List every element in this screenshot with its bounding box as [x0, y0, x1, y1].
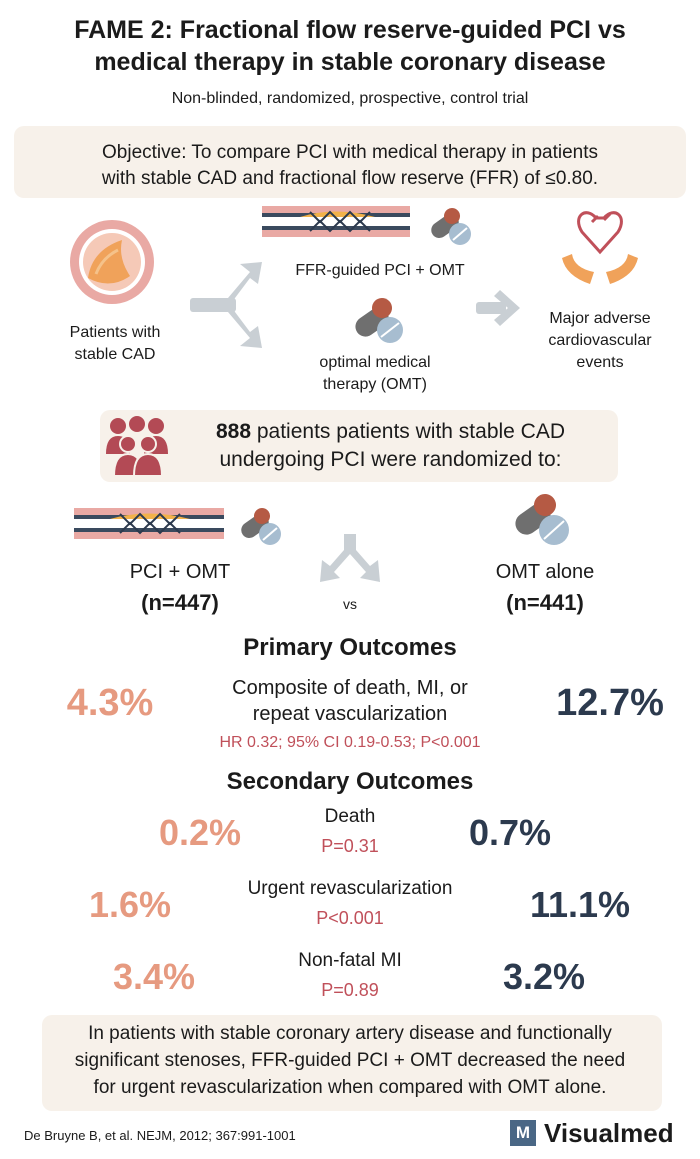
- arm2-label: optimal medical therapy (OMT): [319, 354, 431, 393]
- merge-arrow-icon: [320, 534, 380, 582]
- randomization-panel: [100, 410, 618, 482]
- pill-icon: [355, 298, 403, 343]
- primary-stats: HR 0.32; 95% CI 0.19-0.53; P<0.001: [219, 734, 481, 751]
- artery-cross-section-icon: [70, 220, 154, 304]
- patient-count: 888: [215, 420, 252, 443]
- randomization-text: 888 patients patients with stable CAD un…: [215, 420, 566, 471]
- secondary-label: Urgent revascularization: [247, 878, 453, 899]
- objective-panel: [14, 126, 686, 198]
- secondary-right-value: 3.2%: [502, 956, 586, 997]
- secondary-p-value: P=0.31: [321, 836, 379, 856]
- secondary-left-value: 0.2%: [158, 812, 242, 853]
- secondary-left-value: 3.4%: [112, 956, 196, 997]
- secondary-right-value: 11.1%: [529, 884, 631, 925]
- vs-label: vs: [343, 596, 357, 612]
- left-arm-label: PCI + OMT: [129, 561, 231, 583]
- brand-mark-icon: M: [510, 1120, 536, 1146]
- primary-left-value: 4.3%: [66, 682, 154, 724]
- pill-icon: [241, 508, 281, 545]
- primary-label: Composite of death, MI, or repeat vascul…: [232, 677, 468, 725]
- conclusion-text: In patients with stable coronary artery …: [74, 1023, 626, 1098]
- pill-icon: [515, 493, 569, 545]
- secondary-label: Non-fatal MI: [298, 950, 402, 971]
- primary-right-value: 12.7%: [556, 682, 664, 724]
- left-arm-n: (n=447): [141, 590, 219, 615]
- secondary-right-value: 0.7%: [468, 812, 552, 853]
- heart-hands-icon: [562, 211, 638, 284]
- subtitle: Non-blinded, randomized, prospective, co…: [171, 90, 529, 107]
- stent-icon: [74, 508, 224, 539]
- primary-heading: Primary Outcomes: [243, 634, 457, 661]
- right-arm-label: OMT alone: [495, 561, 595, 583]
- secondary-p-value: P<0.001: [316, 908, 384, 928]
- citation: De Bruyne B, et al. NEJM, 2012; 367:991-…: [24, 1128, 296, 1143]
- right-arrow-icon: [476, 290, 520, 326]
- page-title: FAME 2: Fractional flow reserve-guided P…: [74, 16, 626, 76]
- arms-diagram: [74, 493, 569, 582]
- secondary-heading: Secondary Outcomes: [226, 768, 474, 795]
- study-design-diagram: [70, 206, 638, 348]
- conclusion-panel: [42, 1015, 662, 1111]
- arm1-label: FFR-guided PCI + OMT: [295, 262, 465, 279]
- people-group-icon: [106, 416, 168, 477]
- brand-name: Visualmed: [544, 1118, 674, 1148]
- patients-label: Patients with stable CAD: [69, 324, 161, 363]
- secondary-label: Death: [324, 806, 376, 827]
- pill-icon: [431, 208, 471, 245]
- brand-logo: M Visualmed: [510, 1118, 680, 1150]
- objective-text: Objective: To compare PCI with medical t…: [101, 142, 599, 189]
- secondary-p-value: P=0.89: [321, 980, 379, 1000]
- outcome-label: Major adverse cardiovascular events: [548, 310, 652, 371]
- stent-icon: [262, 206, 410, 237]
- split-arrow-icon: [190, 262, 262, 348]
- secondary-left-value: 1.6%: [88, 884, 172, 925]
- right-arm-n: (n=441): [506, 590, 584, 615]
